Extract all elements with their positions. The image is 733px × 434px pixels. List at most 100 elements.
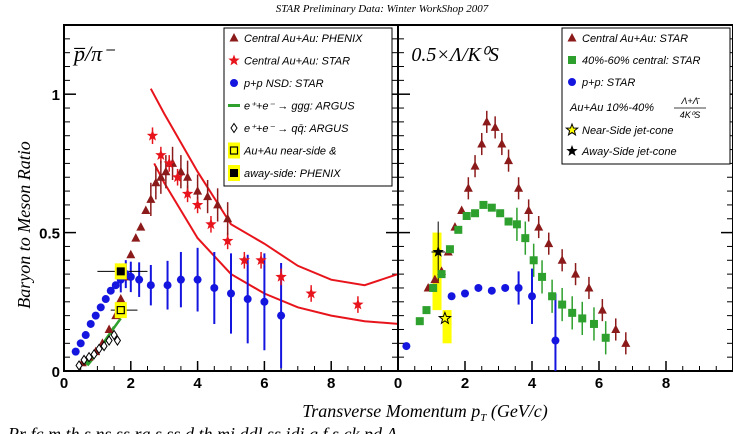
data-point	[352, 298, 364, 310]
data-point	[422, 306, 431, 315]
data-point	[568, 308, 577, 317]
legend-marker	[568, 56, 576, 64]
legend-item: Near-Side jet-cone	[564, 122, 674, 137]
data-point	[227, 289, 235, 298]
data-point	[548, 292, 557, 301]
fraction-denominator: 4K⁰S	[680, 110, 701, 120]
legend-label: e⁺+e⁻ → ggg: ARGUS	[244, 101, 355, 113]
data-point	[514, 183, 524, 192]
y-tick-label: 0.5	[39, 226, 60, 243]
data-point	[471, 209, 480, 218]
data-point	[514, 283, 523, 292]
yellow-band	[432, 232, 442, 311]
data-point	[243, 295, 252, 304]
x-tick-label: 0	[60, 375, 68, 392]
panel-label: p̅/π⁻	[72, 41, 116, 66]
footer-text: Pr fc m th s ns ss ra s ss d th mi ddl s…	[7, 424, 398, 434]
data-point	[497, 139, 507, 148]
legend-marker	[230, 122, 238, 134]
x-tick-label: 8	[662, 375, 670, 392]
filled-square-marker	[230, 169, 238, 177]
legend-item: e⁺+e⁻ → ggg: ARGUS	[228, 101, 355, 113]
data-point	[136, 222, 146, 231]
left-panel: 0 2 4 6 800.51p̅/π⁻Central Au+Au: PHENIXCent…	[39, 24, 399, 392]
data-point	[557, 255, 567, 264]
data-point	[155, 149, 167, 160]
data-point	[104, 324, 114, 333]
data-point	[462, 211, 471, 220]
data-point	[163, 157, 175, 169]
x-axis-label-main: Transverse Momentum p	[302, 401, 480, 421]
data-point	[101, 295, 110, 304]
data-point	[181, 187, 194, 199]
data-point	[504, 155, 514, 165]
data-point	[111, 281, 120, 290]
y-axis-label: Baryon to Meson Ratio	[14, 141, 34, 308]
data-point	[163, 281, 172, 290]
data-point	[461, 289, 469, 298]
data-point	[238, 254, 251, 266]
data-point	[524, 205, 534, 214]
data-point	[504, 217, 513, 226]
header-text: STAR Preliminary Data: Winter WorkShop 2…	[276, 3, 489, 15]
data-point	[501, 283, 510, 292]
data-point	[146, 281, 155, 290]
data-point	[611, 324, 621, 333]
data-point	[81, 331, 90, 340]
data-point	[146, 194, 156, 203]
legend-label: e⁺+e⁻ → qq̄: ARGUS	[244, 123, 349, 135]
data-point	[156, 172, 166, 181]
data-point	[457, 205, 467, 214]
data-point	[512, 220, 521, 229]
legend-item: Central Au+Au: STAR	[567, 33, 688, 45]
data-point	[91, 311, 100, 320]
data-point	[193, 275, 202, 284]
x-tick-label: 8	[327, 375, 335, 392]
theory-upper-curve	[149, 88, 399, 287]
data-point	[601, 333, 610, 342]
data-point	[429, 283, 438, 292]
legend-item: Central Au+Au: PHENIX	[229, 33, 363, 45]
data-point	[584, 282, 594, 292]
data-point	[90, 348, 98, 360]
legend-label: away-side: PHENIX	[244, 168, 341, 180]
data-point	[454, 225, 463, 234]
data-point	[538, 272, 547, 281]
data-point	[445, 245, 454, 254]
fraction-label: Λ+Λ̄ 4K⁰S	[674, 96, 706, 120]
data-point	[113, 335, 122, 346]
data-point	[116, 294, 126, 303]
filled-square-marker	[116, 267, 125, 276]
open-square-marker	[229, 146, 239, 155]
x-axis-label-units: (GeV/c)	[486, 401, 547, 422]
legend-label: p+p: STAR	[581, 77, 635, 89]
theory-lower-curve	[153, 162, 399, 325]
legend-marker	[228, 54, 240, 66]
legend-item: away-side: PHENIX	[228, 165, 341, 181]
legend-marker	[230, 79, 238, 87]
data-point	[432, 246, 444, 257]
data-point	[131, 233, 141, 242]
data-point	[402, 342, 411, 351]
legend-item: Away-Side jet-cone	[566, 145, 677, 158]
data-point	[110, 329, 118, 341]
data-point	[76, 339, 85, 348]
data-point	[171, 171, 184, 183]
data-point	[114, 263, 127, 280]
data-point	[571, 269, 581, 278]
data-point	[275, 270, 287, 282]
x-tick-label: 2	[461, 375, 469, 392]
data-point	[222, 234, 234, 246]
data-point	[589, 319, 598, 328]
data-point	[126, 249, 136, 259]
data-point	[71, 347, 80, 356]
legend-label: p+p NSD: STAR	[243, 78, 324, 90]
y-tick-label: 1	[52, 87, 60, 104]
data-point	[75, 360, 83, 371]
data-point	[151, 177, 161, 187]
legend-marker	[568, 78, 576, 86]
x-axis-label: Transverse Momentum pT (GeV/c)	[302, 401, 548, 424]
data-point	[477, 139, 487, 148]
data-point	[470, 161, 480, 170]
